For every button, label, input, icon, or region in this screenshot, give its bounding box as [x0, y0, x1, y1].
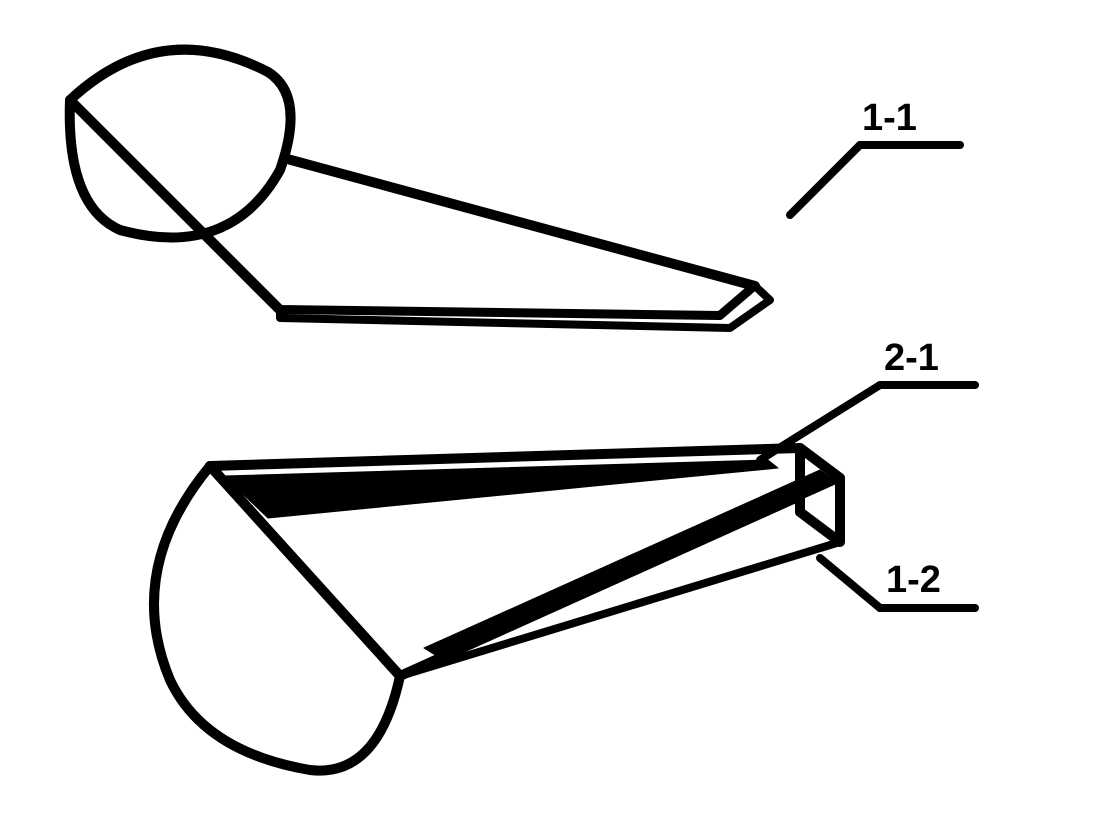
leader-1-2-d [820, 558, 880, 608]
label-1-2: 1-2 [886, 559, 941, 601]
leader-1-1-d [790, 145, 860, 215]
label-2-1: 2-1 [884, 337, 939, 379]
label-1-1: 1-1 [862, 97, 917, 139]
leader-2-1-d [760, 385, 880, 460]
